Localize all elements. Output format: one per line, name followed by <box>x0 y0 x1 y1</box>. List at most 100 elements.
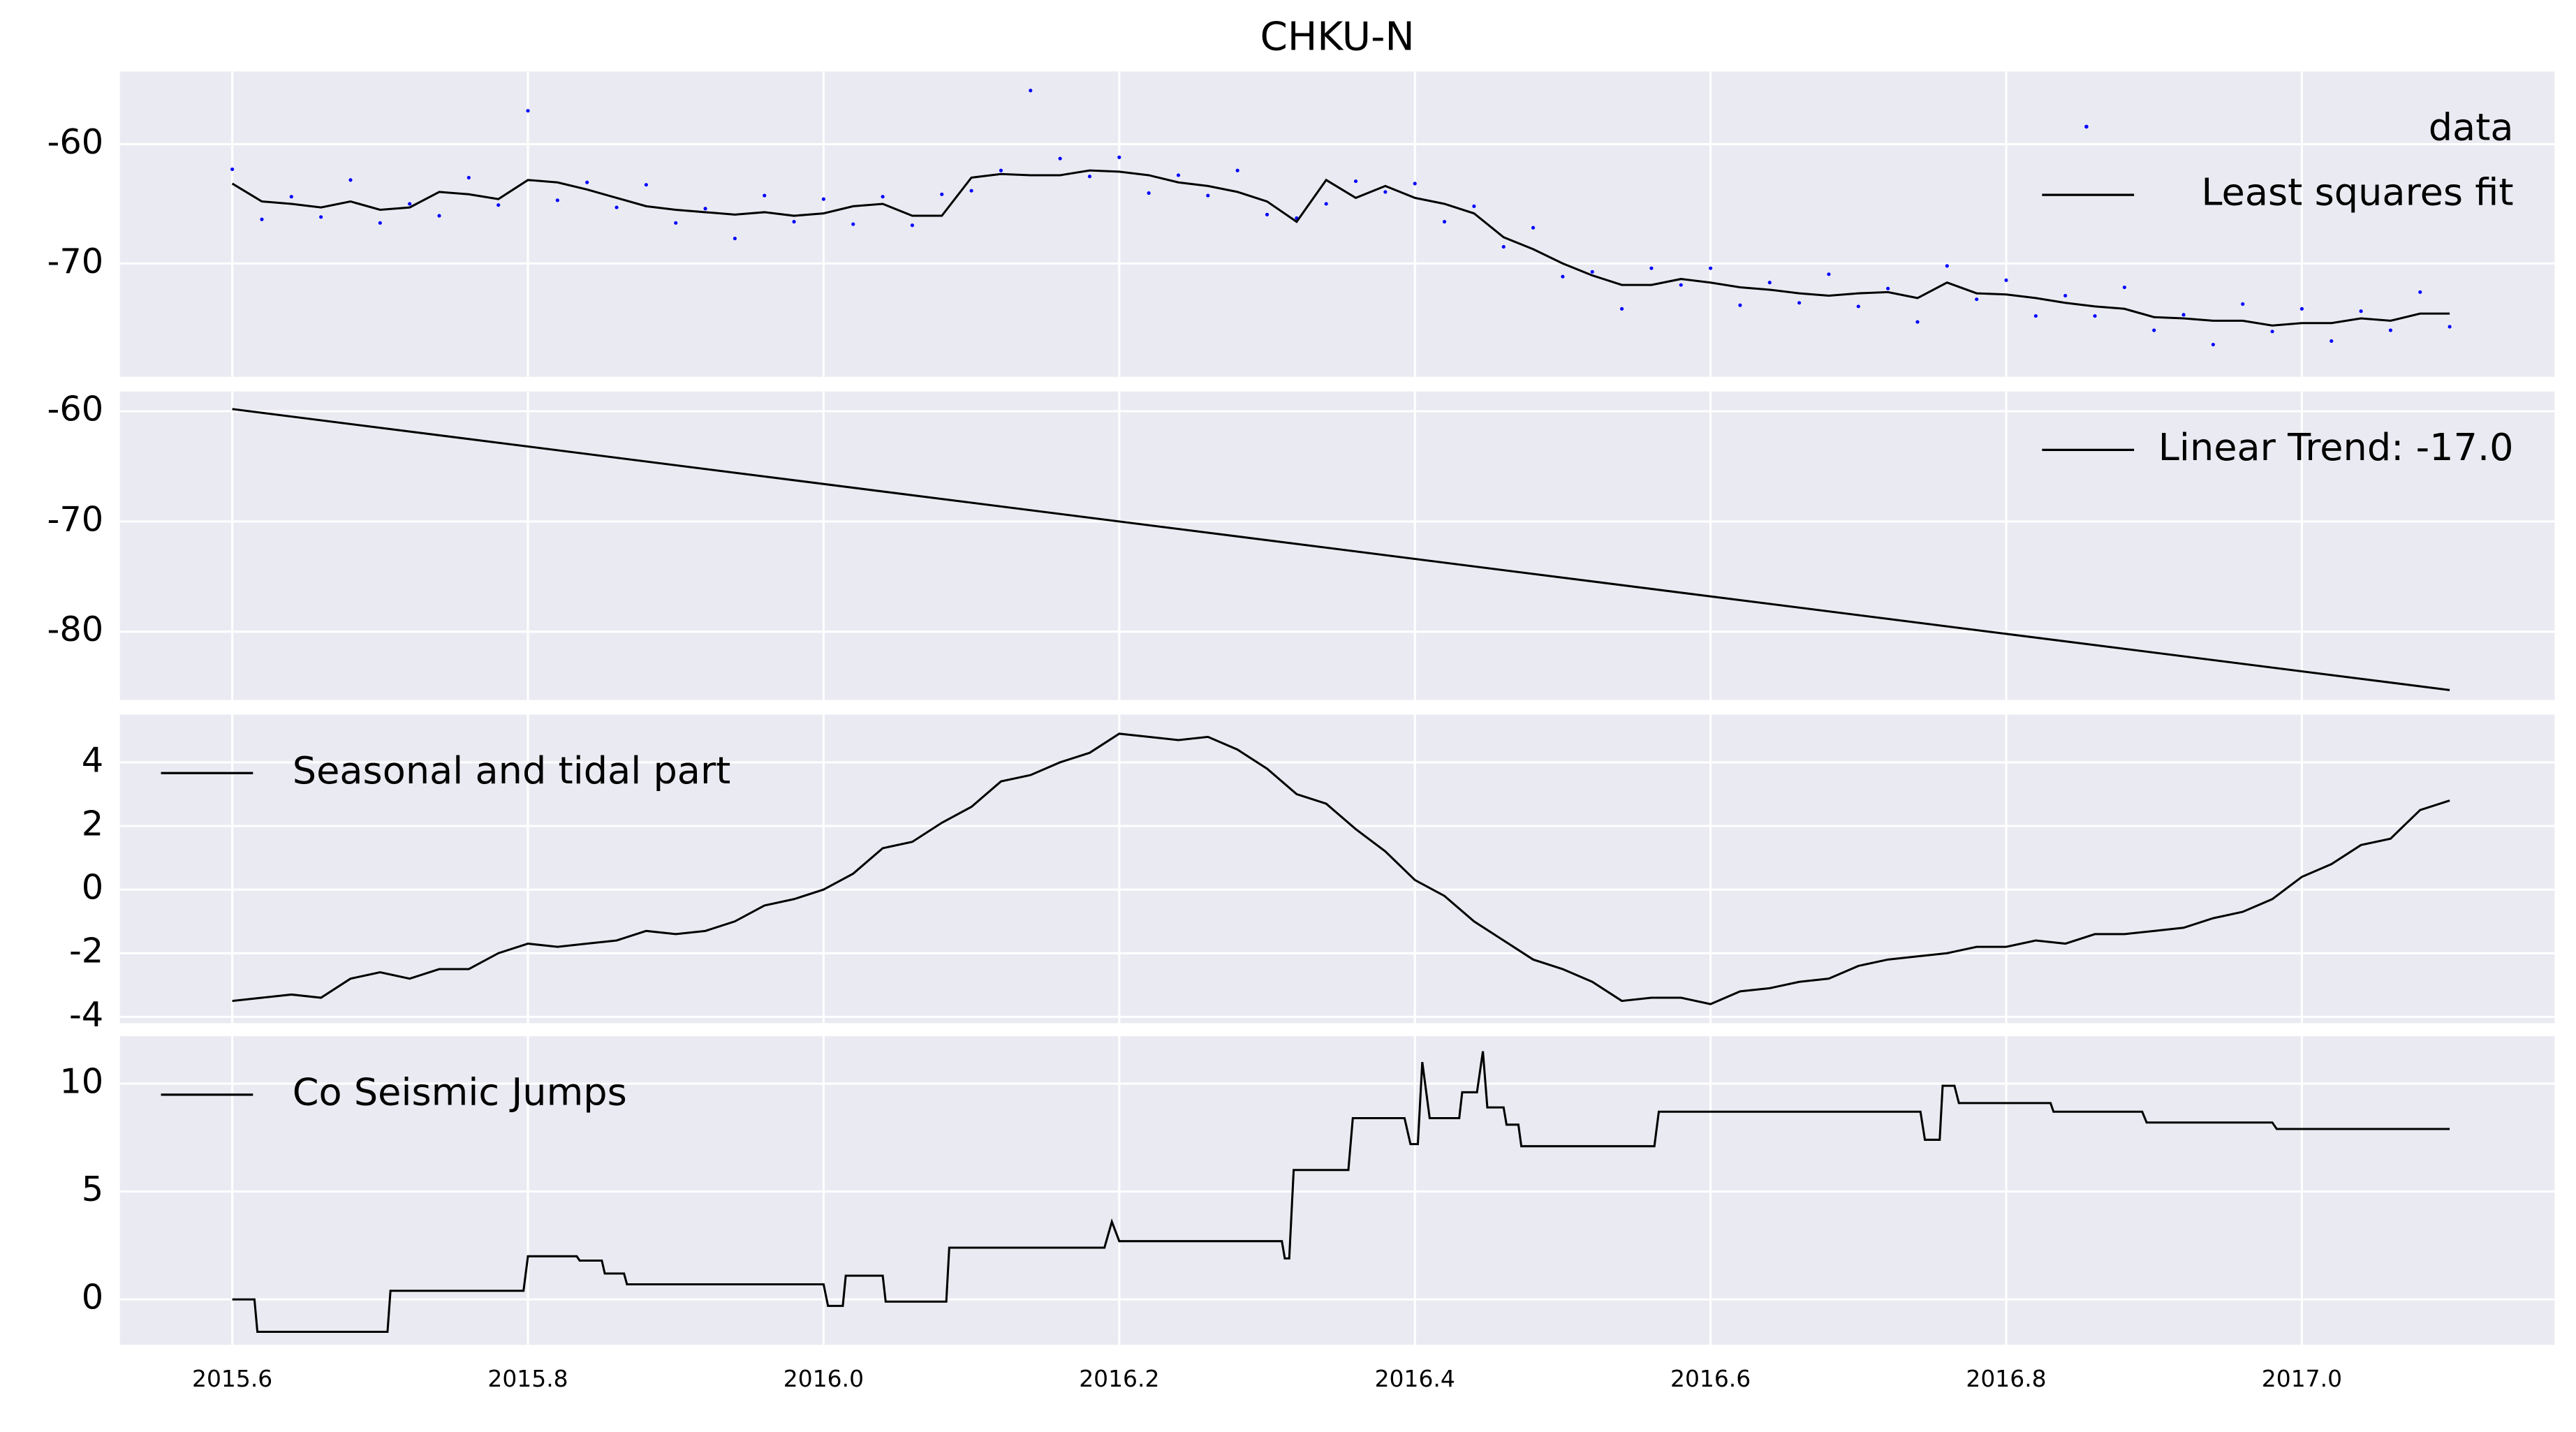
data-point <box>2093 313 2097 318</box>
y-tick-label: -80 <box>47 609 104 649</box>
data-point <box>1531 226 1536 230</box>
x-tick-label: 2016.6 <box>1670 1366 1751 1392</box>
data-point <box>1797 301 1802 305</box>
x-tick-label: 2015.6 <box>192 1366 272 1392</box>
data-point <box>2063 293 2068 298</box>
data-point <box>348 178 353 182</box>
y-tick-label: -70 <box>47 499 104 540</box>
y-tick-label: -2 <box>69 931 103 971</box>
data-point <box>1472 204 1476 208</box>
data-point <box>1649 266 1654 270</box>
data-point <box>999 168 1003 172</box>
legend-label: Seasonal and tidal part <box>293 748 731 792</box>
data-point <box>2330 339 2334 343</box>
data-point <box>2418 290 2422 294</box>
data-point <box>1679 283 1683 287</box>
y-tick-label: -60 <box>47 389 104 429</box>
y-tick-label: 5 <box>82 1169 103 1209</box>
x-tick-label: 2017.0 <box>2262 1366 2342 1392</box>
plot-area <box>119 1036 2555 1345</box>
data-point <box>1029 89 1033 93</box>
y-tick-label: -4 <box>69 994 103 1035</box>
data-point <box>2241 302 2245 307</box>
data-point <box>230 167 235 171</box>
y-tick-label: -60 <box>47 121 104 162</box>
data-point <box>703 207 707 211</box>
data-point <box>2122 285 2126 290</box>
data-point <box>792 220 796 224</box>
data-point <box>1709 266 1713 270</box>
data-point <box>2359 309 2363 313</box>
data-point <box>969 189 973 193</box>
y-tick-label: 0 <box>82 867 103 908</box>
legend-label: Co Seismic Jumps <box>293 1070 627 1114</box>
data-point <box>2181 313 2186 317</box>
data-point <box>1087 175 1092 179</box>
legend-label: Linear Trend: -17.0 <box>2158 425 2514 469</box>
x-tick-label: 2015.8 <box>487 1366 568 1392</box>
data-point <box>1235 168 1239 172</box>
data-point <box>1767 281 1772 285</box>
data-point <box>881 195 885 199</box>
data-point <box>2033 313 2038 318</box>
data-point <box>1945 264 1949 268</box>
data-point <box>1738 303 1742 307</box>
data-point <box>1590 270 1594 274</box>
data-point <box>2299 307 2304 311</box>
x-tick-label: 2016.0 <box>783 1366 864 1392</box>
data-point <box>2448 325 2452 329</box>
data-point <box>1501 244 1506 249</box>
series-line <box>232 732 2450 1005</box>
series-line <box>232 1051 2450 1334</box>
data-point <box>1265 212 1269 216</box>
legend-label: data <box>2429 105 2514 149</box>
data-point <box>1058 156 1062 161</box>
data-point <box>851 222 855 226</box>
data-point <box>940 192 944 196</box>
data-point <box>1975 297 1979 302</box>
data-point <box>1620 307 1624 311</box>
x-tick-label: 2016.4 <box>1375 1366 1455 1392</box>
data-point <box>260 217 264 221</box>
y-tick-label: 10 <box>59 1061 103 1102</box>
plot-area <box>119 714 2555 1024</box>
data-point <box>1353 179 1358 184</box>
data-point <box>319 215 323 219</box>
data-point <box>763 193 767 198</box>
data-point <box>1856 304 1860 309</box>
data-point <box>378 221 382 225</box>
x-tick-label: 2016.2 <box>1079 1366 1159 1392</box>
plot-area <box>119 71 2555 377</box>
data-point <box>2152 328 2156 332</box>
y-tick-label: 0 <box>82 1277 103 1317</box>
data-point <box>910 223 915 228</box>
plot-area <box>119 391 2555 700</box>
data-point <box>644 183 648 187</box>
data-point <box>526 109 530 113</box>
data-point <box>2270 330 2274 334</box>
data-point <box>496 203 501 207</box>
data-point <box>674 221 678 225</box>
data-point <box>1561 274 1565 279</box>
data-point <box>1383 190 1388 194</box>
data-point <box>1147 191 1151 195</box>
data-point <box>466 175 471 179</box>
data-point <box>437 214 441 218</box>
data-point <box>1117 155 1121 159</box>
x-tick-label: 2016.8 <box>1966 1366 2046 1392</box>
y-tick-label: 4 <box>82 740 103 781</box>
data-point <box>1413 182 1417 186</box>
series-line <box>231 169 2450 327</box>
legend-label: Least squares fit <box>2201 170 2513 214</box>
data-point <box>408 202 412 206</box>
y-tick-label: 2 <box>82 804 103 844</box>
legend-marker <box>2084 124 2089 129</box>
data-point <box>1442 220 1447 224</box>
data-point <box>1324 202 1328 206</box>
data-point <box>2211 342 2215 347</box>
data-point <box>2388 328 2393 332</box>
data-point <box>821 197 826 201</box>
data-point <box>585 180 589 184</box>
